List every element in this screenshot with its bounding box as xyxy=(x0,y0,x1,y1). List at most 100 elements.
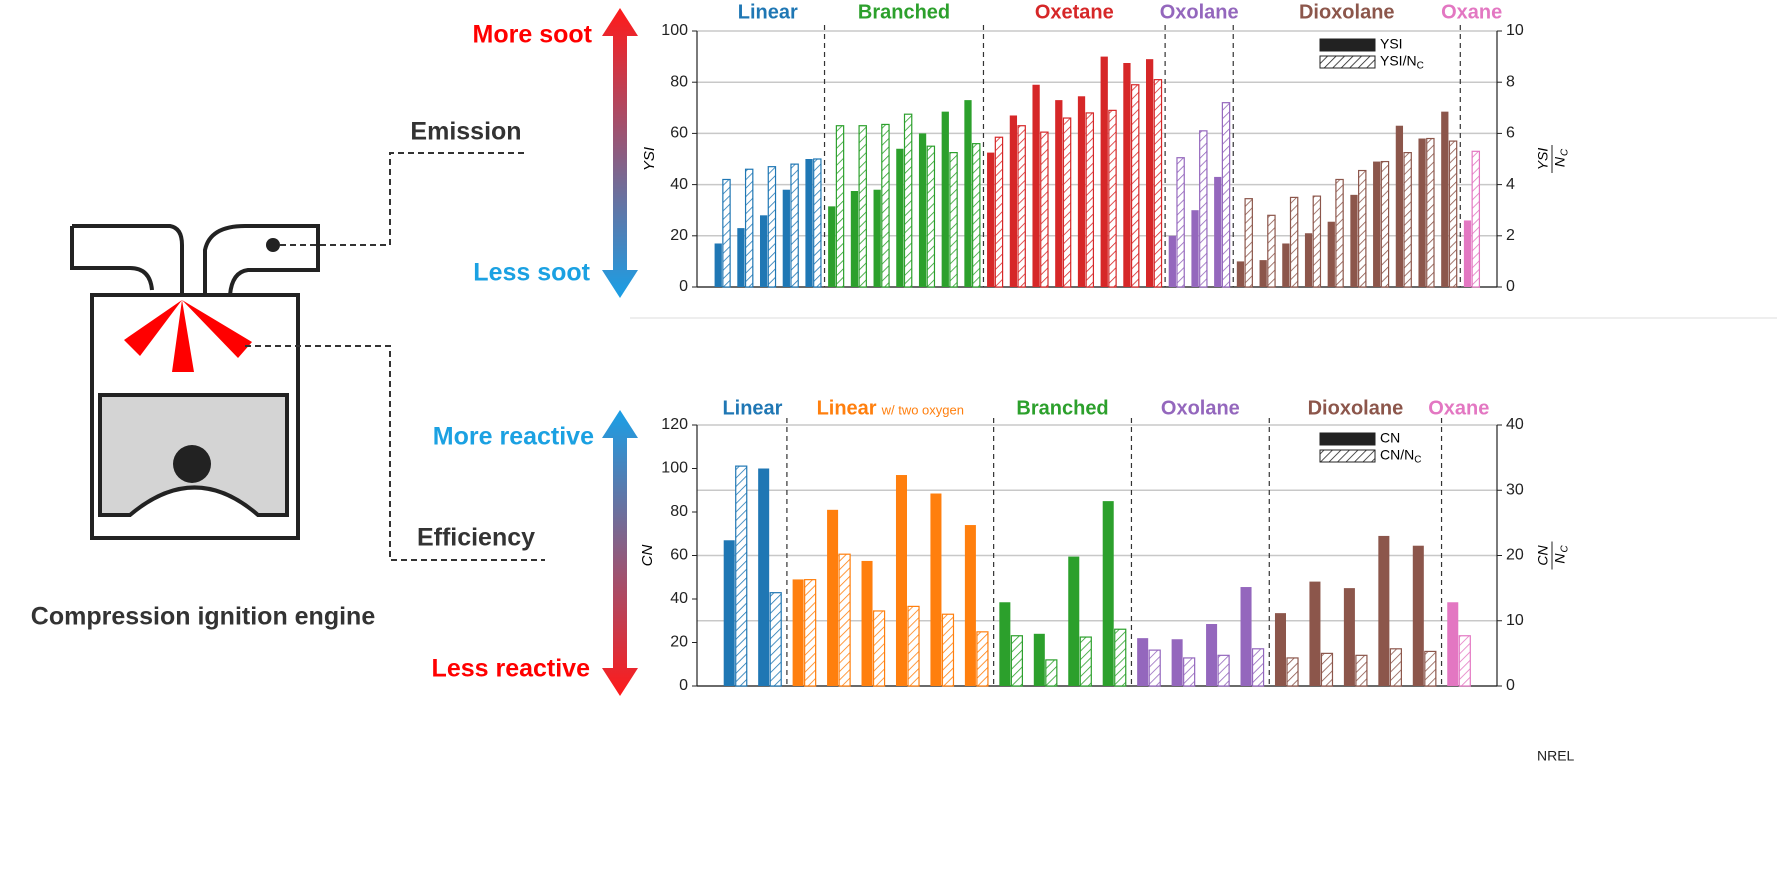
bar xyxy=(1350,195,1357,287)
bar xyxy=(1146,59,1153,287)
bar xyxy=(1237,261,1244,287)
bar xyxy=(1344,588,1355,686)
hatched-bar xyxy=(791,164,798,287)
hatched-bar xyxy=(1321,653,1332,686)
group-label: Oxane xyxy=(1428,397,1489,419)
y-tick-label: 40 xyxy=(670,590,688,607)
group-note: w/ two oxygen xyxy=(881,402,964,417)
bar xyxy=(1309,582,1320,686)
y2-tick-label: 10 xyxy=(1506,22,1524,39)
y2-tick-label: 0 xyxy=(1506,677,1515,694)
y2-tick-label: 0 xyxy=(1506,278,1515,295)
y2-tick-label: 40 xyxy=(1506,416,1524,433)
y2-tick-label: 10 xyxy=(1506,612,1524,629)
bar xyxy=(896,149,903,287)
bar xyxy=(1305,233,1312,287)
bar xyxy=(1123,63,1130,287)
hatched-bar xyxy=(1356,655,1367,686)
bar xyxy=(828,206,835,287)
bar xyxy=(793,579,804,686)
bar xyxy=(1101,57,1108,287)
bar xyxy=(987,153,994,287)
soot-arrow xyxy=(602,8,638,298)
hatched-bar xyxy=(927,146,934,287)
hatched-bar xyxy=(1011,636,1022,686)
engine-label: Compression ignition engine xyxy=(31,603,376,631)
y-tick-label: 60 xyxy=(670,547,688,564)
bar xyxy=(1137,638,1148,686)
legend-sub: C xyxy=(1417,61,1424,72)
y-tick-label: 80 xyxy=(670,503,688,520)
group-label: Oxolane xyxy=(1161,397,1240,419)
hatched-bar xyxy=(836,126,843,287)
group-label: Linear xyxy=(722,397,782,419)
legend-swatch xyxy=(1320,56,1375,68)
legend-label: CN/N xyxy=(1380,447,1414,463)
y2-label-sub: C xyxy=(1560,148,1571,156)
hatched-bar xyxy=(1109,110,1116,287)
hatched-bar xyxy=(942,614,953,686)
hatched-bar xyxy=(1404,153,1411,287)
efficiency-label: Efficiency xyxy=(417,524,535,552)
y-tick-label: 120 xyxy=(661,416,688,433)
y2-tick-label: 6 xyxy=(1506,125,1515,142)
group-label: Oxolane xyxy=(1160,1,1239,23)
more-soot-label: More soot xyxy=(473,21,593,49)
bar xyxy=(1413,546,1424,686)
hatched-bar xyxy=(1268,215,1275,287)
bar xyxy=(1078,96,1085,287)
legend-swatch xyxy=(1320,39,1375,51)
bar xyxy=(1441,112,1448,287)
hatched-bar xyxy=(1336,179,1343,287)
hatched-bar xyxy=(1359,171,1366,287)
bar xyxy=(919,133,926,287)
bar xyxy=(1275,613,1286,686)
y-tick-label: 0 xyxy=(679,278,688,295)
bar xyxy=(1214,177,1221,287)
hatched-bar xyxy=(1313,196,1320,287)
group-label: Dioxolane xyxy=(1308,397,1404,419)
y2-label-den: N xyxy=(1552,156,1568,167)
hatched-bar xyxy=(1184,658,1195,686)
credit: NREL xyxy=(1537,748,1575,764)
y2-label-den: N xyxy=(1552,553,1568,564)
hatched-bar xyxy=(1253,649,1264,686)
group-label: Linear xyxy=(738,1,798,23)
bar xyxy=(1447,602,1458,686)
hatched-bar xyxy=(1115,629,1126,686)
bar xyxy=(1328,222,1335,287)
legend-swatch xyxy=(1320,450,1375,462)
bar xyxy=(874,190,881,287)
bar xyxy=(1172,639,1183,686)
bar xyxy=(1464,220,1471,287)
bar xyxy=(827,510,838,686)
hatched-bar xyxy=(1472,151,1479,287)
bar xyxy=(862,561,873,686)
y-tick-label: 40 xyxy=(670,176,688,193)
bar xyxy=(1010,115,1017,287)
hatched-bar xyxy=(1222,103,1229,287)
y2-axis-label: YSINC xyxy=(1535,145,1571,173)
hatched-bar xyxy=(1218,655,1229,686)
y-axis-label: CN xyxy=(639,545,656,567)
hatched-bar xyxy=(973,144,980,287)
hatched-bar xyxy=(1080,637,1091,686)
hatched-bar xyxy=(1200,131,1207,287)
hatched-bar xyxy=(908,606,919,686)
hatched-bar xyxy=(768,167,775,287)
bar xyxy=(760,215,767,287)
bar xyxy=(1373,162,1380,287)
hatched-bar xyxy=(1046,660,1057,686)
hatched-bar xyxy=(950,153,957,287)
y2-tick-label: 2 xyxy=(1506,227,1515,244)
bar xyxy=(1206,624,1217,686)
hatched-bar xyxy=(805,580,816,686)
bar xyxy=(1241,587,1252,686)
bar xyxy=(783,190,790,287)
bar xyxy=(851,191,858,287)
y-tick-label: 80 xyxy=(670,73,688,90)
hatched-bar xyxy=(1063,118,1070,287)
hatched-bar xyxy=(1041,132,1048,287)
hatched-bar xyxy=(977,632,988,686)
hatched-bar xyxy=(746,169,753,287)
